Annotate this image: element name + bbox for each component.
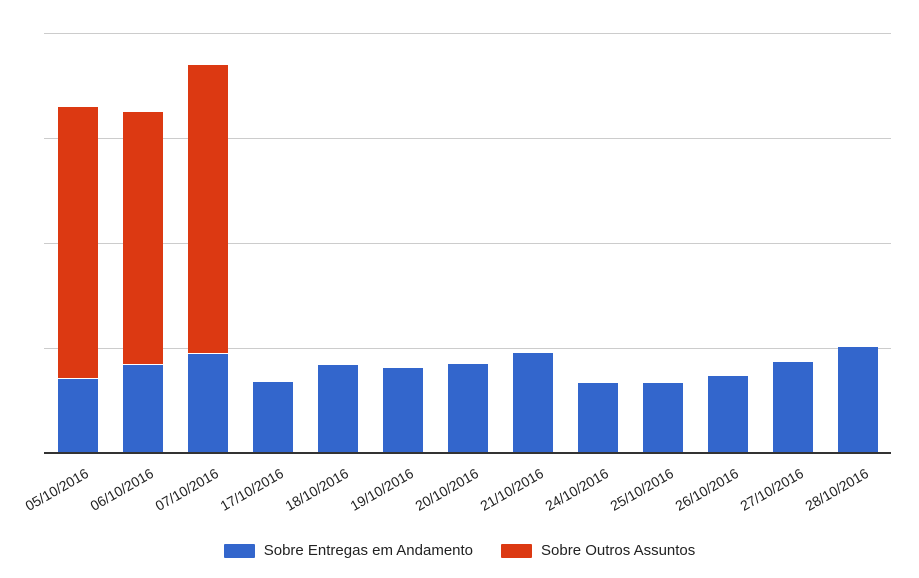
bar-segment-entregas[interactable] [123,365,163,453]
bar-segment-entregas[interactable] [838,347,878,453]
x-axis-label: 19/10/2016 [347,465,416,514]
legend-item-outros: Sobre Outros Assuntos [501,542,695,559]
x-axis-label: 26/10/2016 [672,465,741,514]
legend-label-outros: Sobre Outros Assuntos [541,542,696,559]
x-axis-label: 06/10/2016 [87,465,156,514]
bar-segment-outros[interactable] [58,107,98,379]
bar-segment-outros[interactable] [123,112,163,365]
x-axis-label: 07/10/2016 [152,465,221,514]
bar-segment-outros[interactable] [188,65,228,354]
bar-segment-entregas[interactable] [188,354,228,453]
x-axis-label: 21/10/2016 [477,465,546,514]
gridline [44,138,891,139]
legend-label-entregas: Sobre Entregas em Andamento [263,542,474,559]
bar-segment-entregas[interactable] [513,353,553,453]
x-axis-label: 05/10/2016 [22,465,92,514]
bar-segment-entregas[interactable] [643,383,683,453]
bar-segment-entregas[interactable] [708,376,748,453]
bar-segment-entregas[interactable] [448,364,488,453]
plot-area [44,33,891,454]
legend-swatch-outros-icon [501,543,533,558]
chart-legend: Sobre Entregas em Andamento Sobre Outros… [0,542,919,559]
bar-segment-entregas[interactable] [253,382,293,453]
x-axis-label: 24/10/2016 [542,465,611,514]
bar-segment-entregas[interactable] [318,365,358,453]
bar-segment-entregas[interactable] [383,368,423,453]
bar-segment-entregas[interactable] [578,383,618,453]
x-axis-line [44,452,891,454]
x-axis-label: 25/10/2016 [607,465,676,514]
x-axis-label: 28/10/2016 [802,465,871,514]
legend-item-entregas: Sobre Entregas em Andamento [223,542,474,559]
bar-segment-entregas[interactable] [773,362,813,453]
x-axis-label: 18/10/2016 [282,465,351,514]
gridline [44,348,891,349]
gridline [44,33,891,34]
x-axis-label: 20/10/2016 [412,465,481,514]
gridline [44,243,891,244]
x-axis-label: 17/10/2016 [217,465,286,514]
x-axis-label: 27/10/2016 [737,465,806,514]
legend-swatch-entregas-icon [223,543,255,558]
bar-segment-entregas[interactable] [58,379,98,453]
